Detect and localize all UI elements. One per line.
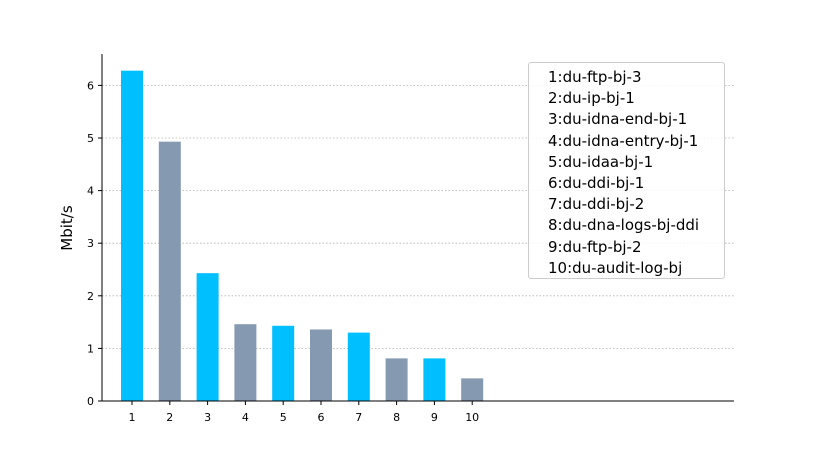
legend-item: 2:du-ip-bj-1 xyxy=(548,89,635,108)
legend-item: 8:du-dna-logs-bj-ddi xyxy=(548,216,700,235)
x-tick-label: 1 xyxy=(129,411,136,424)
x-tick-label: 4 xyxy=(242,411,249,424)
bar xyxy=(121,70,143,401)
x-tick-label: 2 xyxy=(166,411,173,424)
bars xyxy=(121,70,484,401)
x-tick-label: 7 xyxy=(355,411,362,424)
x-ticks: 1 2 3 4 5 6 7 8 9 10 xyxy=(129,401,479,424)
y-tick-label: 0 xyxy=(87,395,94,408)
y-tick-label: 4 xyxy=(87,185,94,198)
legend-item: 3:du-idna-end-bj-1 xyxy=(548,110,688,129)
bar xyxy=(272,325,295,401)
y-tick-label: 5 xyxy=(87,132,94,145)
x-tick-label: 6 xyxy=(318,411,325,424)
legend-item: 9:du-ftp-bj-2 xyxy=(548,237,642,256)
legend-item: 4:du-idna-entry-bj-1 xyxy=(548,131,699,150)
bar xyxy=(310,329,332,401)
legend-item: 7:du-ddi-bj-2 xyxy=(548,195,645,214)
x-tick-label: 8 xyxy=(393,411,400,424)
y-tick-label: 1 xyxy=(87,342,94,355)
bar xyxy=(347,332,370,401)
bar xyxy=(196,273,219,401)
x-tick-label: 9 xyxy=(431,411,438,424)
legend-item: 5:du-idaa-bj-1 xyxy=(548,152,654,171)
legend-item: 6:du-ddi-bj-1 xyxy=(548,174,645,193)
legend-item: 1:du-ftp-bj-3 xyxy=(548,68,642,86)
y-ticks: 0 1 2 3 4 5 6 xyxy=(87,79,102,408)
bar xyxy=(385,358,408,401)
x-tick-label: 10 xyxy=(465,411,479,424)
legend-item: 10:du-audit-log-bj xyxy=(548,258,683,277)
bar xyxy=(158,141,181,401)
x-tick-label: 5 xyxy=(280,411,287,424)
x-tick-label: 3 xyxy=(204,411,211,424)
y-tick-label: 3 xyxy=(87,237,94,250)
bar xyxy=(234,324,257,401)
bar xyxy=(423,358,446,401)
legend: 1:du-ftp-bj-3 2:du-ip-bj-1 3:du-idna-end… xyxy=(528,62,725,279)
bar xyxy=(461,378,484,401)
y-axis-label: Mbit/s xyxy=(58,205,76,251)
y-tick-label: 6 xyxy=(87,79,94,92)
y-tick-label: 2 xyxy=(87,290,94,303)
